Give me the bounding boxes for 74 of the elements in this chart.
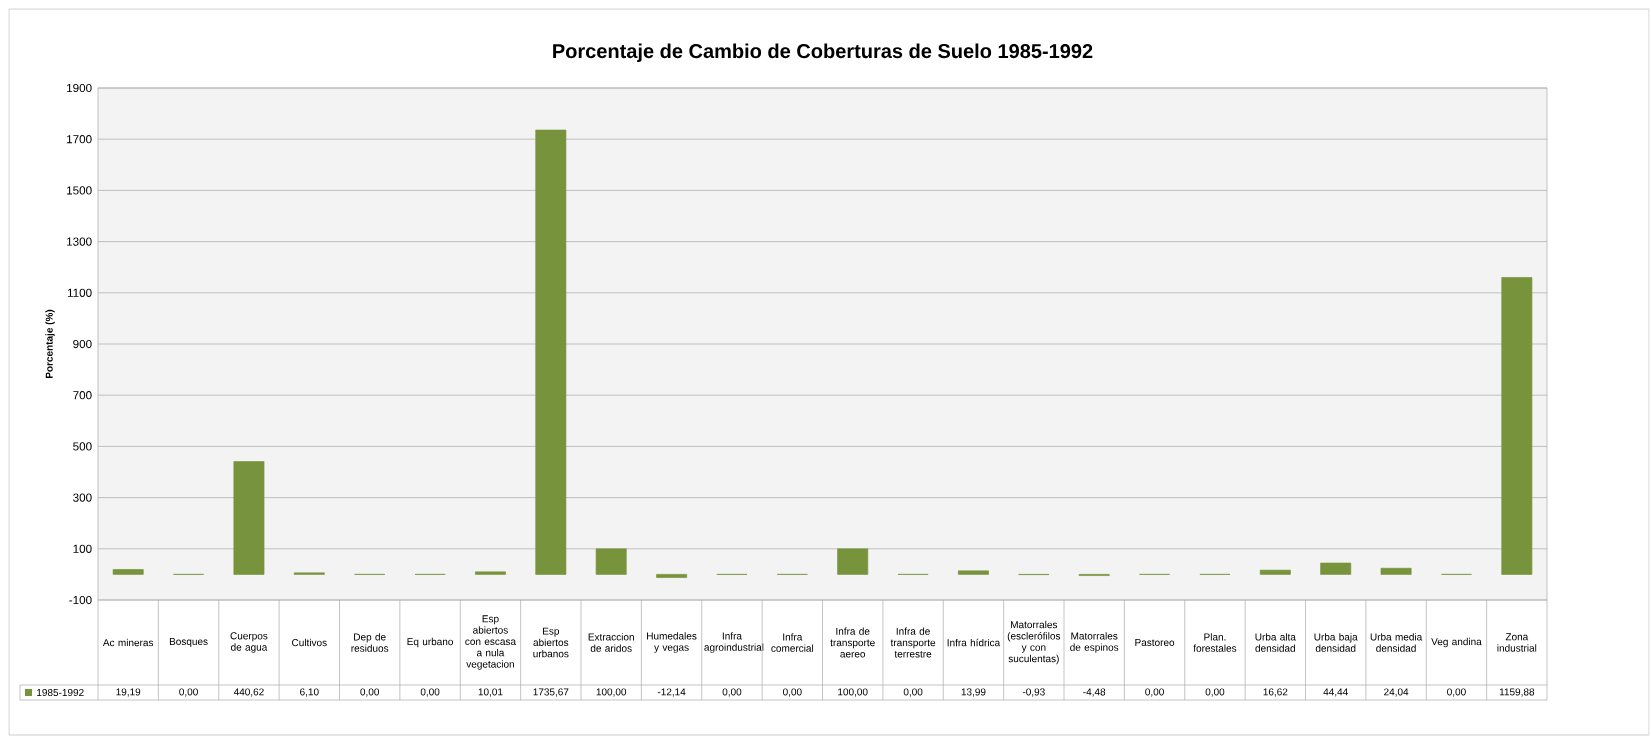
data-label: 100,00 (596, 688, 627, 697)
x-tick-label: Pastoreo (1135, 639, 1175, 646)
data-label: 0,00 (782, 688, 802, 697)
y-tick-label: 700 (73, 391, 92, 400)
bar (535, 129, 567, 575)
x-tick-label: Eq urbano (407, 637, 453, 648)
data-label: 19,19 (116, 688, 141, 697)
x-tick-label: Matorrales (esclerófilos y con suculentas) (1007, 620, 1061, 665)
data-label: -0,93 (1022, 688, 1045, 697)
bar (233, 461, 265, 575)
y-tick-label: 900 (73, 339, 92, 349)
y-tick-label: 1500 (67, 186, 92, 195)
x-tick-label: Esp abiertos con escasa a nula vegetacion (465, 615, 517, 670)
x-tick-label: Infra de transporte terrestre (890, 627, 936, 658)
data-label: -12,14 (657, 688, 686, 697)
data-label: 100,00 (838, 688, 868, 697)
data-label: 1159,88 (1499, 688, 1535, 697)
bar (1501, 277, 1533, 575)
y-tick-label: 1100 (67, 288, 92, 297)
legend-label: 1985-1992 (37, 688, 84, 697)
y-tick-label: 1300 (67, 237, 92, 246)
chart-title: Porcentaje de Cambio de Coberturas de Suelo 1985-1992 (553, 43, 1093, 63)
x-tick-label: Dep de residuos (351, 633, 389, 652)
data-label: 0,00 (360, 688, 380, 697)
data-label: 10,01 (478, 688, 503, 697)
y-tick-label: 500 (73, 442, 92, 451)
x-tick-label: Ac mineras (102, 638, 154, 647)
x-tick-label: Bosques (169, 638, 208, 647)
x-tick-label: Infra agroindustrial (704, 632, 764, 653)
x-tick-label: Urba alta densidad (1255, 633, 1296, 652)
x-tick-label: Extraccion de aridos (588, 633, 634, 652)
data-label: 0,00 (1145, 688, 1164, 697)
y-tick-label: 1900 (67, 83, 92, 93)
y-tick-label: -100 (69, 595, 92, 605)
y-tick-label: 100 (73, 544, 92, 553)
data-label: 0,00 (179, 688, 198, 697)
bar (837, 548, 869, 575)
data-label: 0,00 (1447, 688, 1466, 697)
data-label: 0,00 (903, 688, 923, 697)
y-tick-label: 1700 (67, 135, 92, 144)
data-label: 13,99 (961, 688, 986, 697)
x-tick-label: Infra comercial (771, 633, 814, 652)
x-tick-label: Infra hídrica (947, 638, 1001, 647)
x-tick-label: Urba baja densidad (1314, 633, 1358, 652)
data-label: 6,10 (300, 688, 319, 697)
data-label: 24,04 (1384, 688, 1409, 697)
y-tick-label: 300 (73, 493, 92, 502)
bar (1259, 569, 1291, 575)
data-label: 440,62 (233, 688, 264, 697)
data-label: 1735,67 (533, 688, 569, 697)
data-label: 0,00 (1205, 688, 1225, 697)
bar (1380, 567, 1412, 575)
bar (595, 548, 627, 575)
x-tick-label: Zona industrial (1497, 633, 1537, 652)
y-axis-title: Porcentaje (%) (45, 309, 55, 379)
bar (958, 570, 989, 575)
data-label: 0,00 (722, 688, 742, 697)
data-label: 16,62 (1263, 688, 1288, 697)
data-label: -4,48 (1083, 688, 1106, 697)
x-tick-label: Esp abiertos urbanos (533, 627, 569, 658)
data-label: 0,00 (420, 688, 440, 697)
bar (475, 571, 506, 575)
x-tick-label: Cuerpos de agua (230, 632, 268, 653)
x-tick-label: Plan. forestales (1193, 633, 1237, 652)
x-tick-label: Matorrales de espinos (1070, 632, 1119, 653)
x-tick-label: Humedales y vegas (647, 632, 697, 653)
data-label: 44,44 (1323, 688, 1348, 697)
bar (112, 569, 144, 575)
x-tick-label: Cultivos (292, 638, 327, 647)
bar (1320, 562, 1352, 575)
x-tick-label: Veg andina (1431, 637, 1482, 648)
x-tick-label: Urba media densidad (1370, 633, 1423, 652)
x-tick-label: Infra de transporte aereo (830, 627, 875, 658)
bar (656, 574, 688, 578)
